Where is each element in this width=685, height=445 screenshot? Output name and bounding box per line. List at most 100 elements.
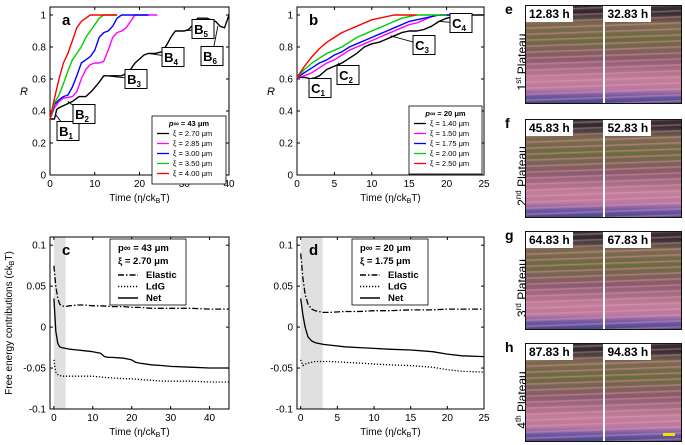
axes-frame (49, 236, 230, 410)
x-tick-label: 30 (179, 179, 191, 190)
x-tick-label: 25 (478, 179, 490, 190)
series-line-LdG (53, 359, 229, 383)
x-tick-label: 40 (204, 413, 216, 424)
legend-title: p∞ = 43 μm (168, 119, 209, 128)
legend-entry: ξ = 4.00 μm (173, 169, 212, 178)
legend-title: p∞ = 20 μm (424, 109, 465, 118)
series-line-Elastic (53, 265, 229, 310)
micrograph-right (603, 232, 681, 329)
series-line-Net (300, 298, 485, 358)
x-tick-label: 20 (134, 179, 146, 190)
series-line--1-75-m (296, 14, 455, 78)
micrograph-left (526, 232, 604, 329)
x-axis-label: Time (η/ckBT) (360, 427, 420, 439)
y-tick-label: 1 (287, 11, 293, 22)
y-tick-label: 0.6 (32, 75, 46, 86)
series-line--2-70-m (50, 14, 230, 120)
panel-letter-e: e (505, 1, 513, 17)
marker-box (449, 13, 473, 33)
y-tick-label: 0.1 (32, 241, 46, 252)
plateau-ordinal-suffix: th (514, 415, 523, 423)
micrograph-right (603, 6, 681, 103)
x-tick-label: 5 (332, 179, 338, 190)
panel-letter-c: c (62, 242, 70, 259)
y-tick-label: 0.8 (32, 43, 46, 54)
time-label-right: 32.83 h (604, 6, 652, 22)
plateau-ordinal-suffix: nd (514, 190, 523, 200)
micrograph-left (526, 6, 604, 103)
marker-box (308, 78, 332, 98)
panel-letter-f: f (505, 115, 510, 131)
legend-entry: LdG (388, 282, 407, 293)
marker-label: B5 (194, 22, 208, 39)
legend-box (151, 115, 227, 185)
micrograph-pair: 45.83 h 52.83 h (525, 119, 682, 218)
time-label-right: 52.83 h (604, 120, 652, 136)
y-axis-label: R (20, 86, 28, 98)
legend-entry: ξ = 2.50 μm (430, 159, 469, 168)
marker-label: C2 (339, 68, 353, 85)
x-tick-label: 0 (47, 179, 53, 190)
x-tick-label: 25 (478, 413, 490, 424)
y-tick-label: -0.1 (276, 405, 294, 416)
marker-box (200, 46, 224, 66)
axes-frame (296, 236, 485, 410)
series-line--3-00-m (49, 14, 149, 120)
y-tick-label: -0.05 (23, 364, 46, 375)
marker-B4: B4 (148, 47, 185, 67)
marker-label: B3 (127, 72, 141, 89)
y-tick-label: 1 (40, 11, 46, 22)
panel-letter-a: a (62, 12, 71, 29)
plateau-ordinal-suffix: st (514, 77, 523, 84)
panel-letter-b: b (309, 12, 318, 29)
x-axis-label: Time (η/ckBT) (360, 193, 420, 205)
axes-frame (296, 6, 485, 176)
image-divider (602, 232, 605, 329)
legend-box (408, 105, 483, 175)
x-tick-label: 15 (404, 179, 416, 190)
micrograph-pair: 64.83 h 67.83 h (525, 231, 682, 330)
y-tick-label: -0.05 (270, 364, 293, 375)
legend-entry: ξ = 3.00 μm (173, 149, 212, 158)
legend-entry: ξ = 3.50 μm (173, 159, 212, 168)
series-line--4-00-m (49, 14, 118, 120)
x-axis-label: Time (η/ckBT) (109, 427, 169, 439)
time-label-right: 67.83 h (604, 232, 652, 248)
y-tick-label: 0.4 (32, 107, 46, 118)
marker-box (336, 65, 360, 85)
panel-letter-h: h (505, 339, 514, 355)
x-tick-label: 40 (223, 179, 235, 190)
y-tick-label: 0 (40, 323, 46, 334)
image-divider (602, 6, 605, 103)
x-tick-label: 5 (335, 413, 341, 424)
marker-label: C4 (452, 16, 466, 33)
legend-entry: Net (388, 293, 404, 304)
legend-entry: Net (146, 293, 162, 304)
panel-d: 0 5 10 15 20 25 -0.1 -0.05 0 0.05 0.1 Time (η/ckBT)… (270, 236, 490, 439)
legend-entry: ξ = 1.75 μm (430, 139, 469, 148)
x-tick-label: 0 (298, 413, 304, 424)
y-tick-label: 0.2 (32, 139, 46, 150)
legend-entry: LdG (146, 282, 165, 293)
marker-B3: B3 (105, 69, 148, 89)
series-line--3-50-m (49, 14, 118, 120)
x-tick-label: 10 (366, 179, 378, 190)
marker-C2: C2 (336, 62, 360, 85)
series-line-LdG (300, 359, 485, 373)
legend: p∞ = 20 μmξ = 1.40 μmξ = 1.50 μmξ = 1.75… (408, 105, 483, 175)
marker-box (56, 121, 80, 141)
legend-title: p∞ = 43 μm (118, 243, 169, 254)
x-tick-label: 10 (87, 413, 99, 424)
legend-subtitle: ξ = 2.70 μm (118, 256, 168, 267)
x-tick-label: 20 (442, 413, 454, 424)
marker-C3: C3 (390, 35, 436, 55)
time-label-left: 64.83 h (526, 232, 573, 248)
y-tick-label: 0.4 (279, 107, 293, 118)
scale-bar (663, 433, 675, 436)
x-tick-label: 30 (165, 413, 177, 424)
image-divider (602, 120, 605, 217)
y-tick-label: 0.05 (27, 282, 47, 293)
